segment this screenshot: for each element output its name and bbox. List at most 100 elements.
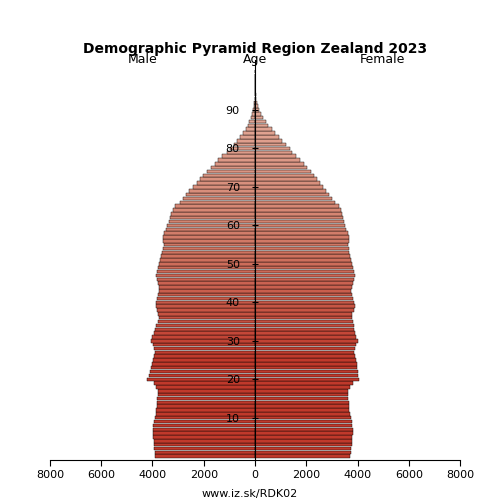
- Bar: [255, 174, 314, 177]
- Bar: [255, 354, 354, 358]
- Bar: [255, 446, 352, 450]
- Bar: [152, 362, 255, 366]
- Bar: [255, 108, 259, 112]
- Bar: [255, 416, 350, 420]
- Bar: [156, 412, 255, 416]
- Bar: [248, 124, 255, 127]
- Bar: [255, 428, 353, 431]
- Bar: [158, 262, 255, 266]
- Bar: [156, 274, 255, 277]
- Bar: [246, 128, 255, 131]
- Bar: [255, 254, 350, 258]
- Bar: [255, 189, 326, 192]
- Bar: [255, 208, 342, 212]
- Bar: [255, 193, 330, 196]
- Bar: [148, 378, 255, 381]
- Bar: [163, 246, 255, 250]
- Bar: [180, 200, 255, 204]
- Bar: [255, 124, 268, 127]
- Bar: [164, 232, 255, 235]
- Bar: [197, 182, 255, 185]
- Bar: [255, 246, 348, 250]
- Bar: [154, 358, 255, 362]
- Bar: [154, 450, 255, 454]
- Bar: [158, 282, 255, 285]
- Text: Female: Female: [360, 53, 405, 66]
- Title: Demographic Pyramid Region Zealand 2023: Demographic Pyramid Region Zealand 2023: [83, 42, 427, 56]
- Bar: [154, 346, 255, 350]
- Bar: [255, 228, 346, 231]
- Bar: [255, 304, 355, 308]
- Bar: [154, 435, 255, 438]
- Bar: [162, 250, 255, 254]
- Bar: [255, 435, 352, 438]
- Bar: [255, 158, 300, 162]
- Bar: [255, 362, 356, 366]
- Bar: [158, 266, 255, 270]
- Bar: [186, 193, 255, 196]
- Bar: [150, 370, 255, 374]
- Bar: [230, 146, 255, 150]
- Bar: [172, 212, 255, 216]
- Bar: [158, 312, 255, 316]
- Bar: [255, 312, 352, 316]
- Bar: [173, 208, 255, 212]
- Bar: [155, 328, 255, 331]
- Bar: [255, 400, 349, 404]
- Bar: [164, 235, 255, 238]
- Bar: [255, 220, 344, 224]
- Bar: [156, 300, 255, 304]
- Bar: [255, 104, 258, 108]
- Bar: [255, 385, 350, 388]
- Bar: [214, 162, 255, 166]
- Bar: [255, 120, 266, 124]
- Bar: [158, 389, 255, 392]
- Bar: [255, 204, 340, 208]
- Bar: [255, 170, 310, 173]
- Bar: [255, 239, 349, 242]
- Bar: [255, 96, 256, 100]
- Bar: [255, 289, 352, 292]
- Bar: [156, 278, 255, 281]
- Bar: [255, 154, 296, 158]
- Bar: [255, 112, 261, 116]
- Bar: [255, 432, 352, 435]
- Bar: [254, 108, 255, 112]
- Bar: [156, 404, 255, 408]
- Bar: [170, 216, 255, 220]
- Bar: [255, 146, 290, 150]
- Bar: [182, 196, 255, 200]
- Bar: [255, 339, 358, 342]
- Bar: [155, 416, 255, 420]
- Bar: [255, 185, 323, 188]
- Bar: [255, 143, 286, 146]
- Bar: [157, 400, 255, 404]
- Bar: [255, 182, 320, 185]
- Bar: [158, 296, 255, 300]
- Bar: [156, 385, 255, 388]
- Bar: [210, 166, 255, 170]
- Bar: [159, 316, 255, 320]
- Bar: [255, 454, 350, 458]
- Bar: [154, 350, 255, 354]
- Bar: [153, 343, 255, 346]
- Text: Age: Age: [243, 53, 267, 66]
- Bar: [167, 224, 255, 227]
- Bar: [159, 289, 255, 292]
- Bar: [168, 220, 255, 224]
- Bar: [156, 324, 255, 327]
- Bar: [255, 212, 342, 216]
- Bar: [189, 189, 255, 192]
- Bar: [206, 170, 255, 173]
- Bar: [255, 346, 355, 350]
- Bar: [166, 228, 255, 231]
- Bar: [255, 196, 332, 200]
- Bar: [154, 443, 255, 446]
- Bar: [255, 100, 257, 104]
- Bar: [255, 258, 352, 262]
- Bar: [255, 200, 335, 204]
- Bar: [255, 439, 352, 442]
- Bar: [252, 112, 255, 116]
- Bar: [226, 150, 255, 154]
- Bar: [157, 308, 255, 312]
